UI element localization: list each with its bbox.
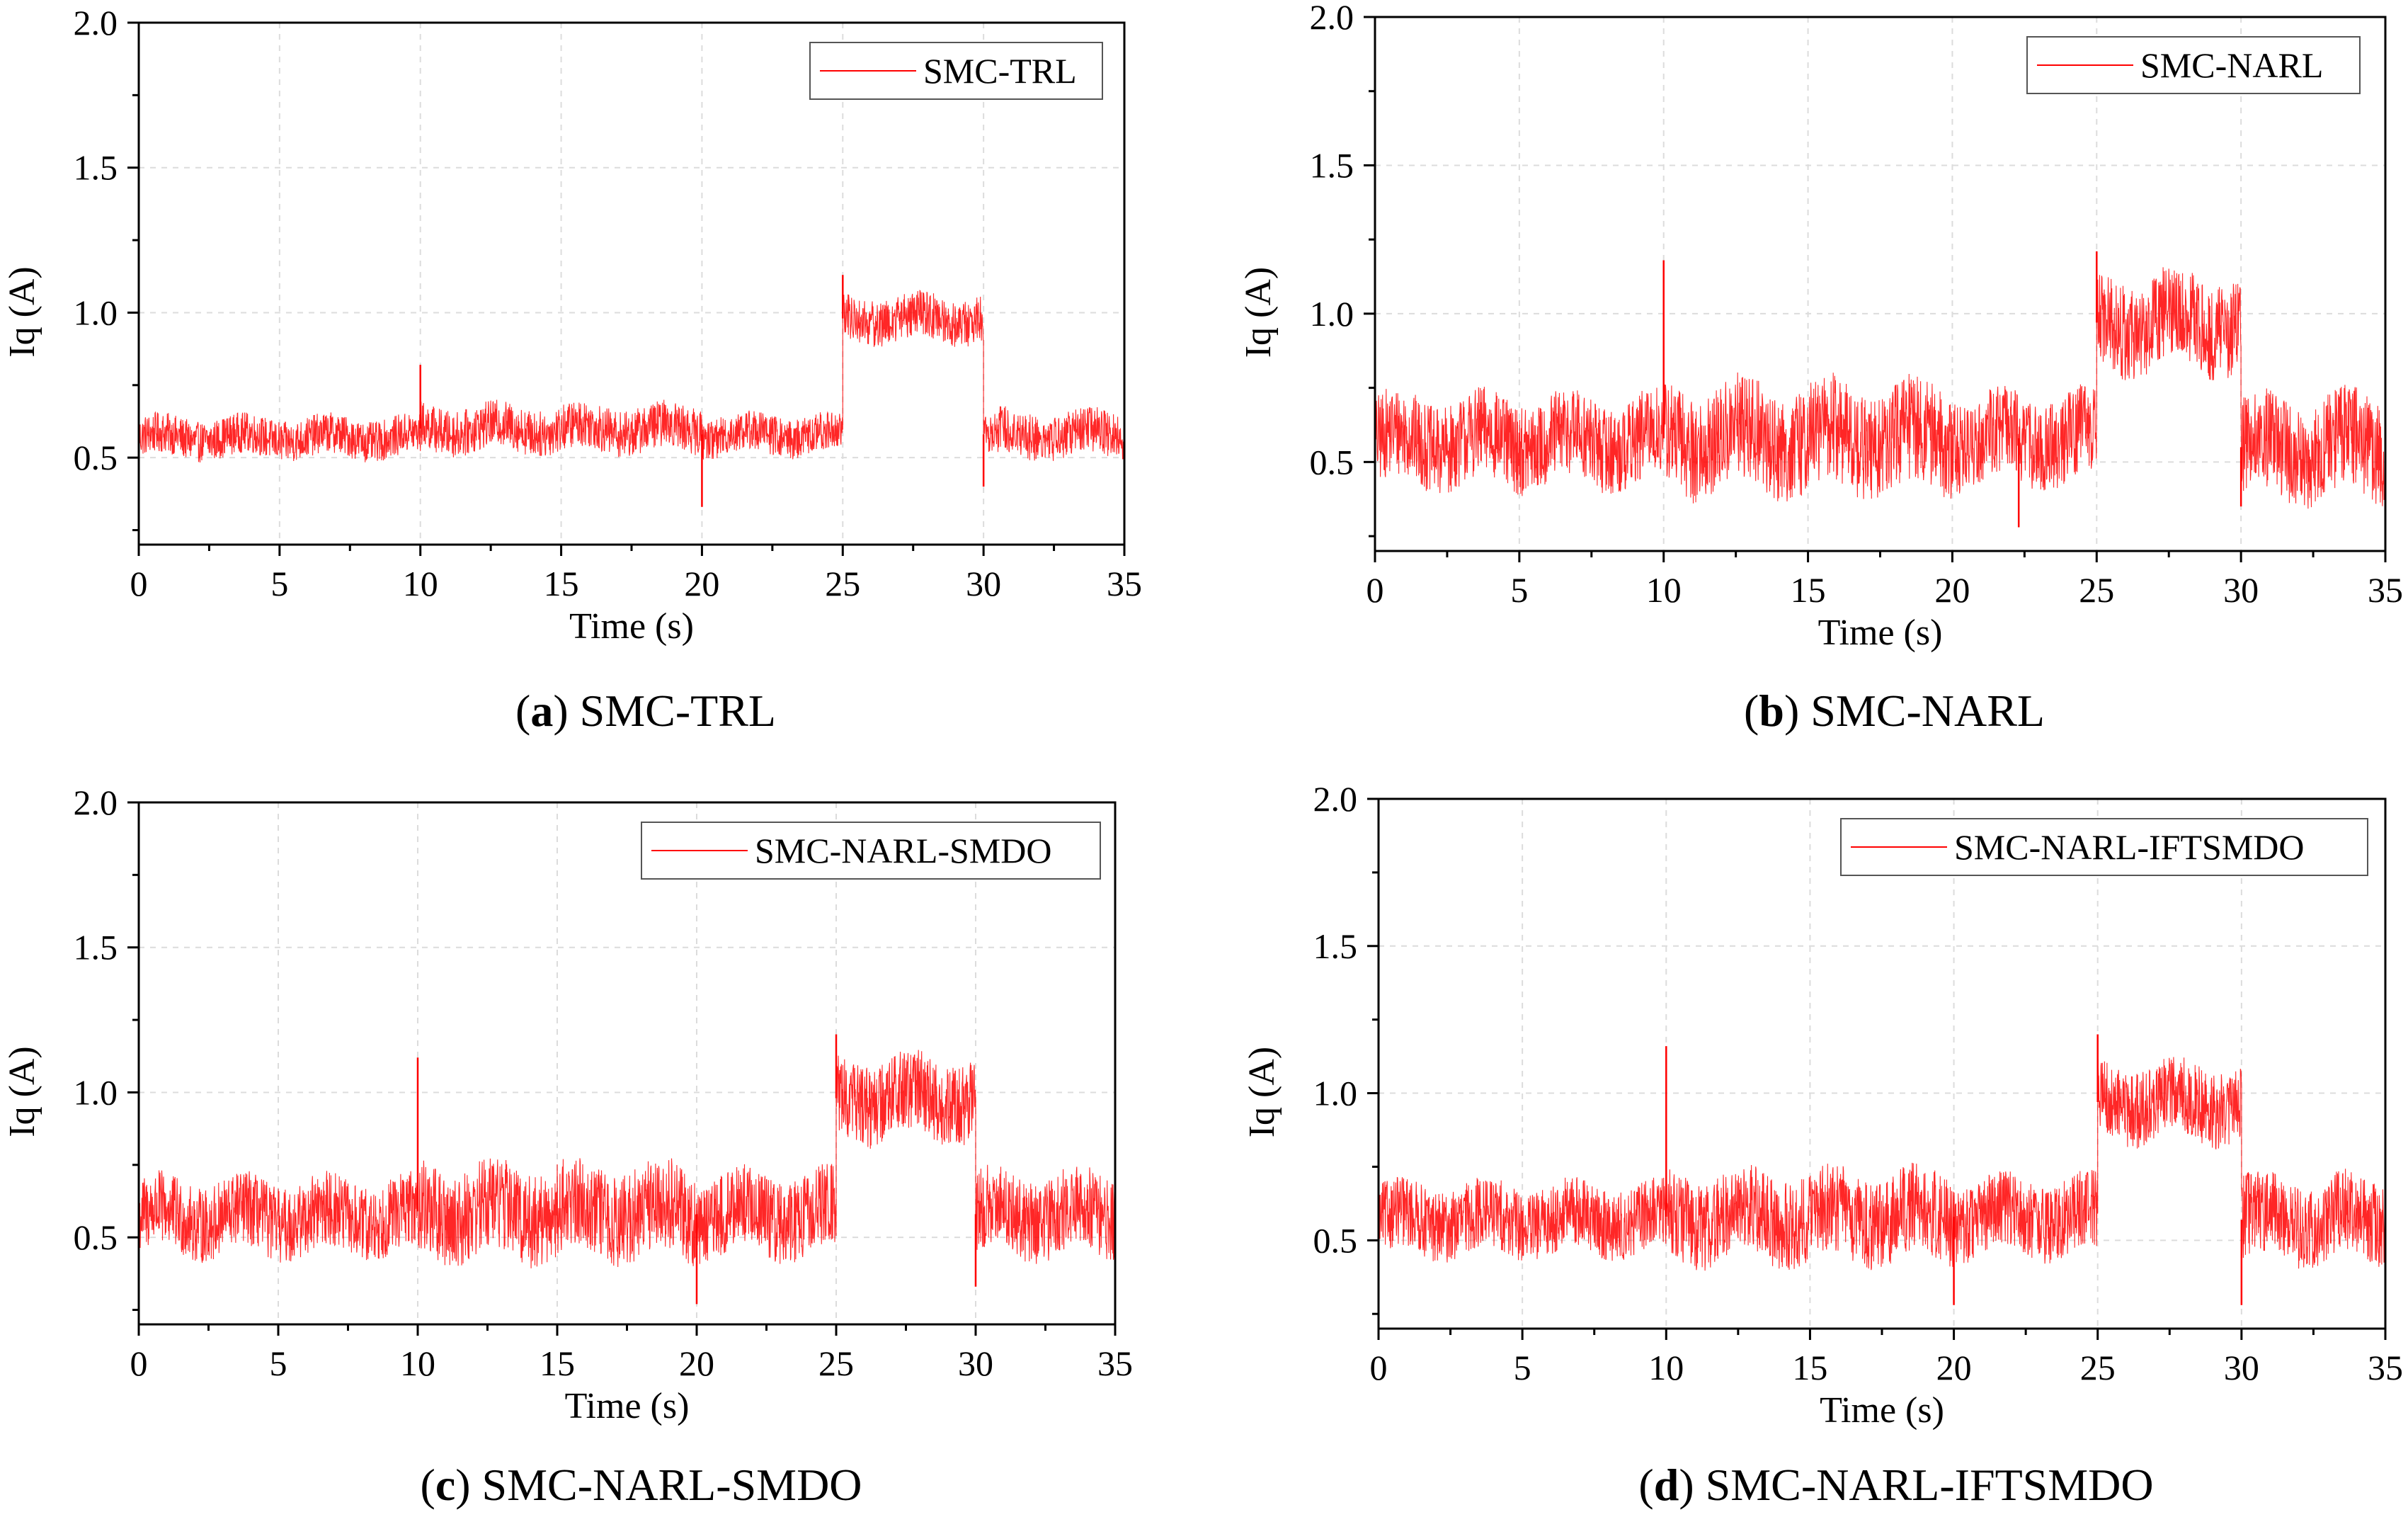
panel-caption: (c) SMC-NARL-SMDO bbox=[421, 1460, 862, 1510]
caption-close-paren: ) bbox=[553, 686, 568, 736]
x-tick-label: 30 bbox=[966, 564, 1001, 603]
x-tick-label: 5 bbox=[1514, 1348, 1531, 1387]
x-axis-label: Time (s) bbox=[1820, 1390, 1944, 1431]
legend-box bbox=[641, 822, 1101, 880]
series-line-smc-narl-smdo bbox=[138, 1050, 1116, 1268]
y-axis-label: Iq (A) bbox=[1238, 267, 1279, 358]
y-axis-label: Iq (A) bbox=[2, 266, 42, 358]
x-tick-label: 15 bbox=[540, 1343, 575, 1383]
caption-open-paren: ( bbox=[421, 1460, 435, 1510]
y-tick-label: 1.5 bbox=[74, 148, 118, 188]
x-tick-label: 35 bbox=[1097, 1343, 1133, 1383]
series-line-smc-narl-iftsmdo bbox=[1378, 1056, 2386, 1271]
y-tick-label: 2.0 bbox=[1310, 0, 1354, 37]
y-tick-label: 1.0 bbox=[1313, 1074, 1358, 1113]
x-tick-label: 5 bbox=[1510, 570, 1528, 610]
x-tick-label: 20 bbox=[1936, 1348, 1972, 1387]
caption-text: SMC-NARL-IFTSMDO bbox=[1694, 1460, 2154, 1510]
legend: SMC-NARL-IFTSMDO bbox=[1840, 818, 2368, 876]
x-tick-label: 35 bbox=[1107, 564, 1142, 603]
x-tick-label: 20 bbox=[679, 1343, 714, 1383]
y-axis-label: Iq (A) bbox=[2, 1046, 42, 1137]
x-tick-label: 0 bbox=[130, 564, 148, 603]
chart-panel-b: 0 5 10 15 20 25 30 35 0.5 1.0 1.5 2.0 Time (s) Iq (A)… bbox=[1238, 0, 2403, 736]
x-tick-label: 25 bbox=[825, 564, 860, 603]
x-tick-label: 10 bbox=[403, 564, 438, 603]
y-tick-label: 0.5 bbox=[1313, 1220, 1358, 1260]
panel-caption: (b) SMC-NARL bbox=[1744, 686, 2045, 736]
y-axis-label: Iq (A) bbox=[1242, 1047, 1282, 1138]
x-tick-label: 35 bbox=[2368, 1348, 2403, 1387]
caption-letter: c bbox=[435, 1460, 455, 1510]
y-tick-label: 1.0 bbox=[1310, 294, 1354, 334]
legend-label: SMC-NARL bbox=[2140, 45, 2323, 85]
y-tick-label: 0.5 bbox=[1310, 442, 1354, 482]
panel-caption: (d) SMC-NARL-IFTSMDO bbox=[1638, 1460, 2153, 1510]
caption-close-paren: ) bbox=[1784, 686, 1799, 736]
y-tick-label: 1.5 bbox=[1310, 145, 1354, 185]
x-tick-label: 0 bbox=[1370, 1348, 1388, 1387]
legend: SMC-TRL bbox=[809, 42, 1103, 100]
x-tick-label: 25 bbox=[2079, 570, 2114, 610]
caption-open-paren: ( bbox=[1638, 1460, 1653, 1510]
x-tick-label: 20 bbox=[684, 564, 719, 603]
caption-text: SMC-NARL-SMDO bbox=[471, 1460, 862, 1510]
x-tick-label: 10 bbox=[400, 1343, 435, 1383]
legend: SMC-NARL bbox=[2026, 36, 2361, 94]
chart-panel-d: 0 5 10 15 20 25 30 35 0.5 1.0 1.5 2.0 Time (s) Iq (A)… bbox=[1242, 779, 2403, 1510]
caption-close-paren: ) bbox=[1679, 1460, 1694, 1510]
chart-panel-a: 0 5 10 15 20 25 30 35 0.5 1.0 1.5 2.0 Time (s) Iq (A)… bbox=[2, 3, 1142, 736]
x-tick-label: 15 bbox=[1792, 1348, 1827, 1387]
legend-label: SMC-NARL-IFTSMDO bbox=[1954, 827, 2305, 867]
x-tick-label: 20 bbox=[1934, 570, 1970, 610]
x-tick-label: 25 bbox=[818, 1343, 854, 1383]
x-tick-label: 35 bbox=[2368, 570, 2403, 610]
x-tick-label: 15 bbox=[544, 564, 579, 603]
y-tick-label: 2.0 bbox=[74, 783, 118, 822]
legend-label: SMC-NARL-SMDO bbox=[755, 831, 1052, 870]
x-tick-label: 0 bbox=[130, 1343, 148, 1383]
x-axis-label: Time (s) bbox=[569, 606, 694, 647]
caption-letter: a bbox=[530, 686, 553, 736]
x-tick-label: 5 bbox=[270, 1343, 287, 1383]
x-tick-label: 10 bbox=[1646, 570, 1682, 610]
legend: SMC-NARL-SMDO bbox=[641, 822, 1101, 880]
caption-open-paren: ( bbox=[1744, 686, 1759, 736]
series-line-smc-trl bbox=[138, 290, 1125, 463]
x-tick-label: 25 bbox=[2080, 1348, 2116, 1387]
x-tick-label: 30 bbox=[2223, 570, 2259, 610]
x-tick-label: 5 bbox=[270, 564, 288, 603]
y-tick-label: 2.0 bbox=[1313, 779, 1358, 819]
caption-text: SMC-NARL bbox=[1799, 686, 2045, 736]
chart-panel-c: 0 5 10 15 20 25 30 35 0.5 1.0 1.5 2.0 Time (s) Iq (A)… bbox=[2, 783, 1133, 1510]
x-tick-label: 10 bbox=[1648, 1348, 1684, 1387]
y-tick-label: 0.5 bbox=[74, 1217, 118, 1257]
caption-letter: b bbox=[1759, 686, 1784, 736]
x-axis-label: Time (s) bbox=[1818, 613, 1943, 653]
caption-close-paren: ) bbox=[455, 1460, 470, 1510]
caption-text: SMC-TRL bbox=[569, 686, 776, 736]
y-tick-label: 1.5 bbox=[74, 928, 118, 967]
y-tick-label: 2.0 bbox=[74, 3, 118, 42]
y-tick-label: 1.5 bbox=[1313, 926, 1358, 966]
x-tick-label: 0 bbox=[1366, 570, 1384, 610]
y-tick-label: 0.5 bbox=[74, 438, 118, 477]
caption-open-paren: ( bbox=[515, 686, 530, 736]
y-tick-label: 1.0 bbox=[74, 292, 118, 332]
panel-caption: (a) SMC-TRL bbox=[515, 686, 776, 736]
x-tick-label: 15 bbox=[1791, 570, 1826, 610]
x-tick-label: 30 bbox=[958, 1343, 993, 1383]
legend-label: SMC-TRL bbox=[923, 51, 1077, 91]
x-axis-label: Time (s) bbox=[565, 1386, 690, 1426]
series-line-smc-narl bbox=[1374, 267, 2386, 509]
x-tick-label: 30 bbox=[2224, 1348, 2259, 1387]
y-tick-label: 1.0 bbox=[74, 1072, 118, 1112]
caption-letter: d bbox=[1654, 1460, 1679, 1510]
